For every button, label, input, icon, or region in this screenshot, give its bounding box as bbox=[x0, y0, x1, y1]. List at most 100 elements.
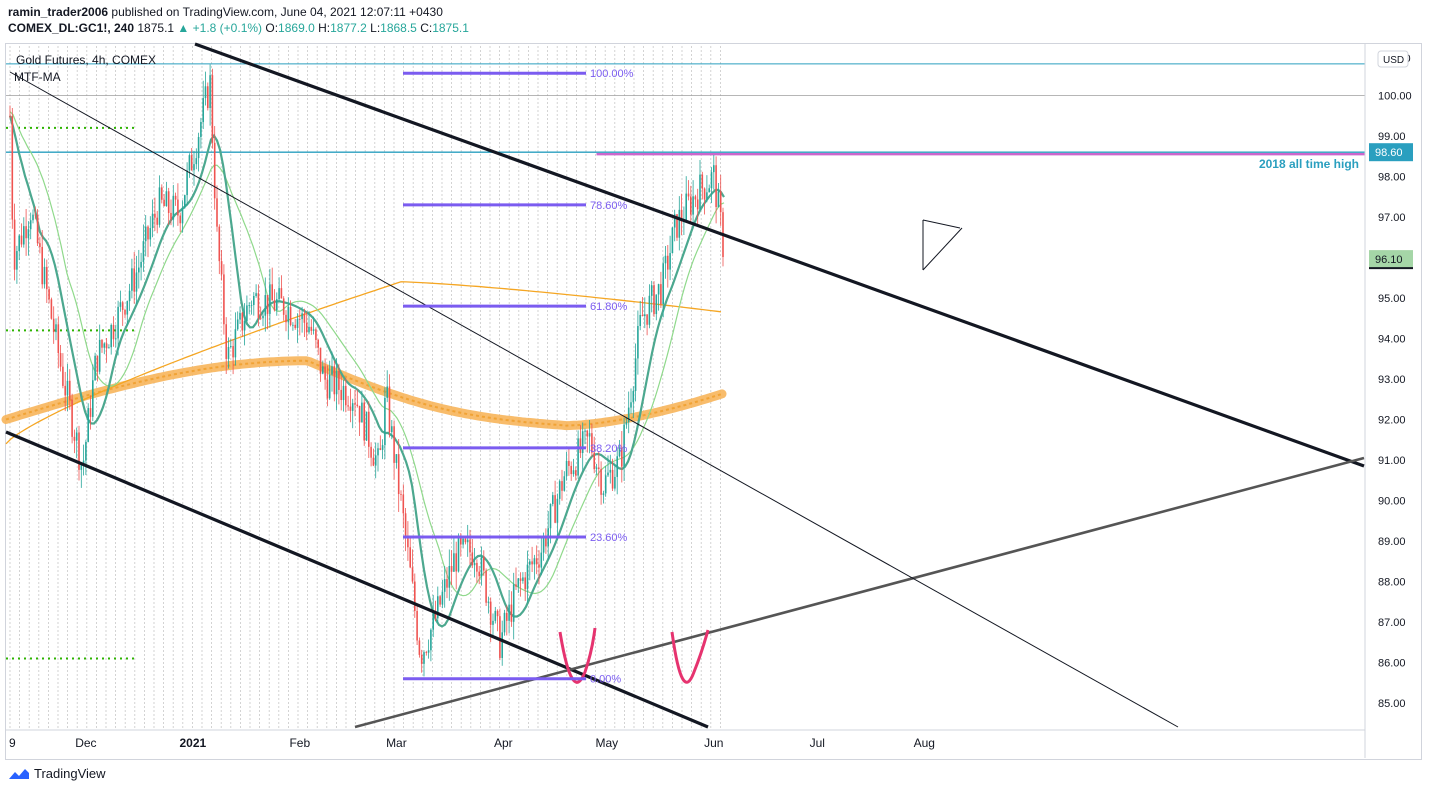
candle-body bbox=[351, 403, 354, 411]
candle-body bbox=[363, 402, 365, 441]
candle-body bbox=[441, 591, 444, 605]
candles bbox=[9, 64, 724, 677]
candle-body bbox=[466, 539, 469, 543]
fib-level-label: 0.00% bbox=[590, 674, 621, 686]
candle-body bbox=[595, 467, 598, 470]
candle-body bbox=[223, 274, 225, 325]
currency-badge bbox=[1377, 50, 1409, 68]
candle-body bbox=[98, 339, 101, 372]
candle-body bbox=[50, 299, 53, 319]
candle-body bbox=[625, 422, 628, 425]
candle-body bbox=[94, 355, 96, 381]
candle-body bbox=[296, 318, 299, 328]
chart-labels: Gold Futures, 4h, COMEX MTF-MA 2018 all ti… bbox=[14, 53, 1413, 270]
fib-level-label: 78.60% bbox=[590, 200, 628, 212]
candle-body bbox=[685, 193, 687, 222]
last-price-label: 96.10 bbox=[1375, 254, 1403, 266]
candle-body bbox=[485, 570, 487, 603]
candle-body bbox=[616, 456, 618, 477]
candle-body bbox=[494, 610, 497, 621]
price-tick-label: 87.00 bbox=[1378, 617, 1406, 629]
candle-body bbox=[370, 446, 372, 458]
candle-body bbox=[648, 295, 651, 325]
fib-retracement[interactable]: 100.00% 78.60% 61.80% 38.20% 23.60% 0.00% bbox=[403, 68, 634, 686]
last-price: 1875.1 bbox=[137, 21, 175, 35]
candle-body bbox=[434, 612, 437, 619]
candle-body bbox=[644, 314, 646, 317]
low-label: L: bbox=[370, 21, 381, 35]
ma-light-green bbox=[9, 111, 725, 597]
time-tick-label: Apr bbox=[494, 736, 513, 750]
candle-body bbox=[630, 402, 632, 408]
time-axis: 9 Dec 2021 Feb Mar Apr May Jun Jul Aug bbox=[9, 736, 935, 750]
candle-body bbox=[135, 272, 138, 292]
time-tick-label: Jul bbox=[810, 736, 825, 750]
candle-body bbox=[667, 255, 669, 270]
candle-body bbox=[103, 343, 106, 348]
candle-body bbox=[719, 191, 722, 213]
candle-body bbox=[299, 318, 301, 320]
candle-body bbox=[604, 475, 607, 494]
candle-body bbox=[11, 116, 14, 220]
drawings[interactable] bbox=[5, 42, 1365, 729]
candle-body bbox=[48, 289, 50, 300]
candle-body bbox=[174, 195, 177, 200]
candle-body bbox=[151, 213, 154, 229]
candle-body bbox=[609, 469, 612, 473]
candle-body bbox=[89, 408, 92, 417]
candle-body bbox=[558, 481, 561, 499]
price-tick-label: 88.00 bbox=[1378, 577, 1406, 589]
fib-level-label: 61.80% bbox=[590, 301, 628, 313]
candle-body bbox=[289, 306, 292, 325]
candle-body bbox=[124, 309, 126, 315]
candle-body bbox=[204, 86, 207, 99]
candle-body bbox=[241, 312, 244, 331]
candle-body bbox=[476, 562, 478, 572]
candle-body bbox=[324, 366, 326, 380]
candle-body bbox=[676, 214, 678, 238]
candle-body bbox=[627, 407, 630, 423]
candle-body bbox=[411, 567, 414, 582]
price-tick-label: 92.00 bbox=[1378, 415, 1406, 427]
price-tick-label: 95.00 bbox=[1378, 293, 1406, 305]
candle-body bbox=[634, 358, 637, 391]
candle-body bbox=[381, 445, 384, 450]
candle-body bbox=[108, 347, 110, 349]
candle-body bbox=[236, 319, 239, 330]
currency-label: USD bbox=[1383, 55, 1404, 66]
candle-body bbox=[506, 612, 508, 621]
candle-body bbox=[526, 564, 529, 590]
candle-body bbox=[650, 285, 653, 296]
candle-body bbox=[27, 229, 30, 239]
candle-body bbox=[52, 318, 55, 333]
candle-body bbox=[432, 612, 434, 630]
candle-body bbox=[32, 214, 34, 221]
candle-body bbox=[687, 193, 690, 197]
publisher-name[interactable]: ramin_trader2006 bbox=[8, 5, 109, 19]
candle-body bbox=[312, 329, 315, 331]
candle-body bbox=[669, 253, 671, 270]
wedge-bottom-line bbox=[922, 227, 963, 271]
close-label: C: bbox=[420, 21, 433, 35]
candle-body bbox=[140, 261, 142, 268]
channel-upper-line bbox=[194, 42, 1365, 468]
candle-body bbox=[556, 498, 559, 523]
price-axis: 85.00 86.00 87.00 88.00 89.00 90.00 91.00 92.00… bbox=[6, 44, 1412, 758]
candle-body bbox=[25, 226, 27, 239]
candle-body bbox=[694, 196, 697, 200]
candle-body bbox=[266, 295, 269, 314]
candle-body bbox=[9, 115, 11, 117]
candle-body bbox=[156, 217, 158, 225]
tradingview-logo[interactable]: TradingView bbox=[8, 766, 106, 781]
candle-body bbox=[259, 317, 262, 319]
candle-body bbox=[78, 432, 80, 470]
candle-body bbox=[64, 385, 66, 396]
candle-body bbox=[271, 284, 273, 301]
candle-body bbox=[480, 556, 483, 577]
candle-body bbox=[319, 347, 322, 374]
candle-body bbox=[197, 136, 200, 159]
candle-body bbox=[717, 191, 720, 208]
candle-body bbox=[285, 314, 287, 323]
candle-body bbox=[575, 470, 577, 476]
